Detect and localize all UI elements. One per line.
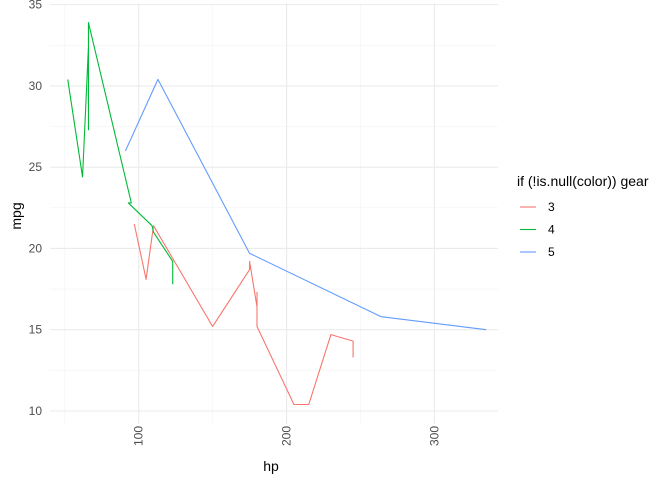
- series-line-4: [67, 21, 174, 285]
- series-line-3: [133, 223, 354, 406]
- legend-label-5: 5: [548, 245, 555, 259]
- x-tick-label: 100: [132, 426, 146, 446]
- y-tick-label: 15: [29, 323, 43, 337]
- legend: if (!is.null(color)) gear 3 4 5: [517, 173, 649, 259]
- legend-label-3: 3: [548, 200, 555, 214]
- legend-label-4: 4: [548, 223, 555, 237]
- x-tick-label: 200: [280, 426, 294, 446]
- series-lines: [67, 21, 487, 406]
- y-axis-ticks: 10 15 20 25 30 35: [29, 0, 43, 418]
- legend-title: if (!is.null(color)) gear: [517, 173, 649, 189]
- y-tick-label: 25: [29, 160, 43, 174]
- y-tick-label: 10: [29, 404, 43, 418]
- y-tick-label: 30: [29, 79, 43, 93]
- y-axis-title: mpg: [8, 202, 24, 229]
- series-line-5: [124, 78, 487, 331]
- x-axis-ticks: 100 200 300: [132, 426, 442, 446]
- x-tick-label: 300: [427, 426, 441, 446]
- y-tick-label: 35: [29, 0, 43, 12]
- x-axis-title: hp: [263, 458, 279, 474]
- y-tick-label: 20: [29, 241, 43, 255]
- grid-lines: [50, 3, 498, 424]
